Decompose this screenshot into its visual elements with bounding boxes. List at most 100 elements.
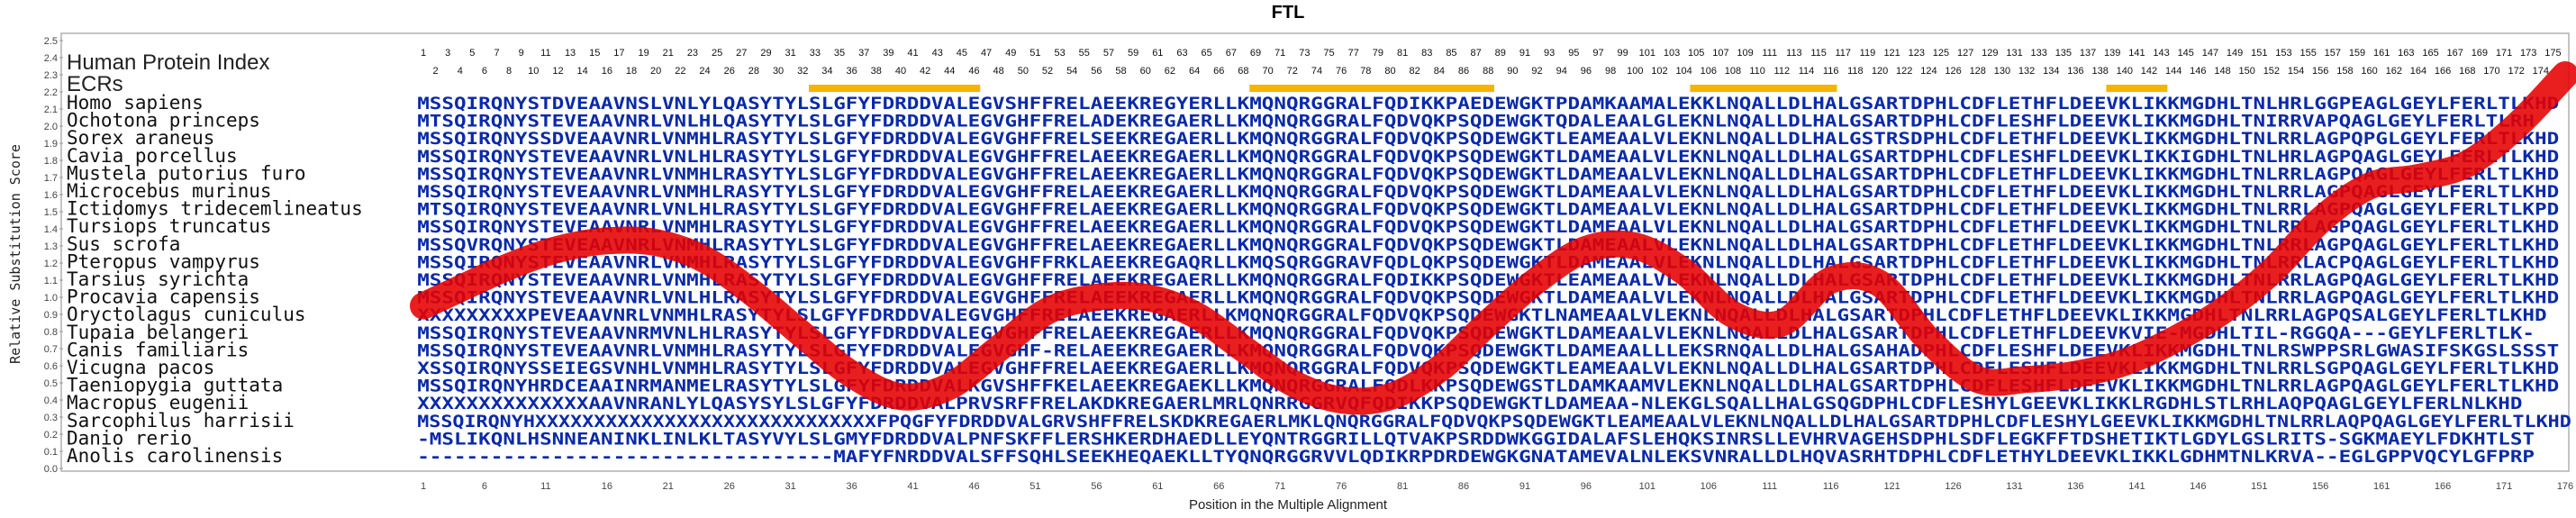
index-number: 115 xyxy=(1810,48,1827,59)
x-tick-label: 121 xyxy=(1883,481,1900,492)
x-tick-label: 46 xyxy=(968,481,979,492)
curve-point xyxy=(2369,186,2371,187)
x-tick-label: 111 xyxy=(1762,481,1777,492)
index-number: 22 xyxy=(675,66,685,77)
index-number: 109 xyxy=(1737,48,1753,59)
curve-point xyxy=(1879,283,1881,285)
curve-point xyxy=(422,305,424,307)
alignment-sequence: MSSQIRQNYSTEVEAAVNRLVNMHLRASYTYLSLGFYFDR… xyxy=(417,270,2559,290)
index-number: 45 xyxy=(957,48,967,59)
curve-point xyxy=(1634,245,1636,247)
index-number: 107 xyxy=(1712,48,1728,59)
ecr-bar xyxy=(809,85,981,92)
index-number: 8 xyxy=(506,66,512,77)
index-number: 136 xyxy=(2067,66,2083,77)
index-number: 129 xyxy=(1982,48,1998,59)
index-number: 11 xyxy=(540,48,550,59)
index-number: 7 xyxy=(494,48,499,59)
curve-point xyxy=(1683,271,1685,273)
curve-point xyxy=(2172,340,2174,341)
index-number: 112 xyxy=(1774,66,1791,77)
x-tick-label: 21 xyxy=(663,481,674,492)
index-number: 145 xyxy=(2178,48,2194,59)
y-tick-label: 1.7 xyxy=(44,173,58,184)
index-number: 34 xyxy=(821,66,832,77)
index-number: 18 xyxy=(626,66,637,77)
species-label: Cavia porcellus xyxy=(67,145,238,167)
index-number: 130 xyxy=(1994,66,2010,77)
index-number: 173 xyxy=(2520,48,2536,59)
y-tick-label: 0.1 xyxy=(44,447,58,458)
curve-point xyxy=(1145,296,1147,298)
curve-point xyxy=(2271,271,2272,273)
species-label: Procavia capensis xyxy=(67,286,260,308)
index-number: 73 xyxy=(1299,48,1310,59)
curve-point xyxy=(2074,374,2076,376)
human-protein-index: 1 3 5 7 9 11 13 15 17 19 21 23 25 27 29 31 33 35 37 39 41 43 4… xyxy=(421,48,2562,77)
x-tick-label: 101 xyxy=(1639,481,1655,492)
index-number: 167 xyxy=(2447,48,2463,59)
index-number: 134 xyxy=(2043,66,2059,77)
index-number: 48 xyxy=(993,66,1004,77)
curve-point xyxy=(1487,323,1489,324)
species-label: Sorex araneus xyxy=(67,127,214,149)
index-number: 93 xyxy=(1544,48,1555,59)
index-number: 29 xyxy=(760,48,771,59)
x-tick-label: 91 xyxy=(1519,481,1530,492)
index-number: 122 xyxy=(1896,66,1912,77)
x-tick-label: 146 xyxy=(2190,481,2206,492)
index-number: 128 xyxy=(1970,66,1986,77)
index-number: 133 xyxy=(2031,48,2047,59)
index-number: 92 xyxy=(1531,66,1542,77)
index-number: 103 xyxy=(1664,48,1680,59)
index-number: 4 xyxy=(458,66,463,77)
index-number: 21 xyxy=(663,48,674,59)
index-number: 156 xyxy=(2312,66,2328,77)
index-number: 51 xyxy=(1029,48,1040,59)
ecr-bar xyxy=(2106,85,2168,92)
species-label: Tursiops truncatus xyxy=(67,215,272,237)
alignment-sequence: MSSQIRQNYSTEVEAAVNRLVNMHLRASYTYLSLGFYFDR… xyxy=(417,341,2559,360)
y-tick-label: 0.2 xyxy=(44,430,58,441)
x-tick-label: 141 xyxy=(2128,481,2145,492)
index-number: 1 xyxy=(421,48,426,59)
index-number: 53 xyxy=(1054,48,1065,59)
index-number: 121 xyxy=(1883,48,1900,59)
index-number: 43 xyxy=(932,48,943,59)
index-number: 124 xyxy=(1920,66,1937,77)
alignment-sequence: MSSQIRQNYSSDVEAAVNRLVNMHLRASYTYLSLGFYFDR… xyxy=(417,129,2559,149)
x-tick-label: 106 xyxy=(1701,481,1717,492)
index-number: 61 xyxy=(1152,48,1163,59)
index-number: 88 xyxy=(1483,66,1493,77)
alignment-sequence: MSSQIRQNYHXXXXXXXXXXXXXXXXXXXXXXXXXXXXXF… xyxy=(417,412,2571,432)
index-number: 82 xyxy=(1410,66,1420,77)
x-tick-label: 126 xyxy=(1945,481,1961,492)
y-tick-label: 0.4 xyxy=(44,395,58,406)
index-number: 65 xyxy=(1202,48,1212,59)
curve-point xyxy=(459,288,461,290)
alignment-sequence: MSSQIRQNYSTEVEAAVNRLVNMHLRASYTYLSLGFYFDR… xyxy=(417,182,2559,202)
index-number: 2 xyxy=(433,66,439,77)
index-number: 24 xyxy=(699,66,710,77)
index-number: 144 xyxy=(2165,66,2181,77)
index-number: 160 xyxy=(2361,66,2377,77)
index-number: 86 xyxy=(1458,66,1469,77)
y-tick-label: 1.6 xyxy=(44,190,58,201)
index-number: 3 xyxy=(445,48,450,59)
y-tick-label: 1.4 xyxy=(44,224,58,235)
curve-point xyxy=(948,386,950,387)
index-number: 15 xyxy=(589,48,600,59)
ecr-bar xyxy=(1690,85,1837,92)
curve-point xyxy=(1830,279,1832,281)
curve-point xyxy=(1095,296,1097,298)
index-number: 77 xyxy=(1348,48,1359,59)
index-number: 123 xyxy=(1909,48,1925,59)
index-number: 47 xyxy=(981,48,992,59)
index-number: 16 xyxy=(602,66,612,77)
x-tick-label: 131 xyxy=(2006,481,2022,492)
index-number: 97 xyxy=(1592,48,1603,59)
index-number: 76 xyxy=(1336,66,1347,77)
x-tick-label: 176 xyxy=(2557,481,2573,492)
